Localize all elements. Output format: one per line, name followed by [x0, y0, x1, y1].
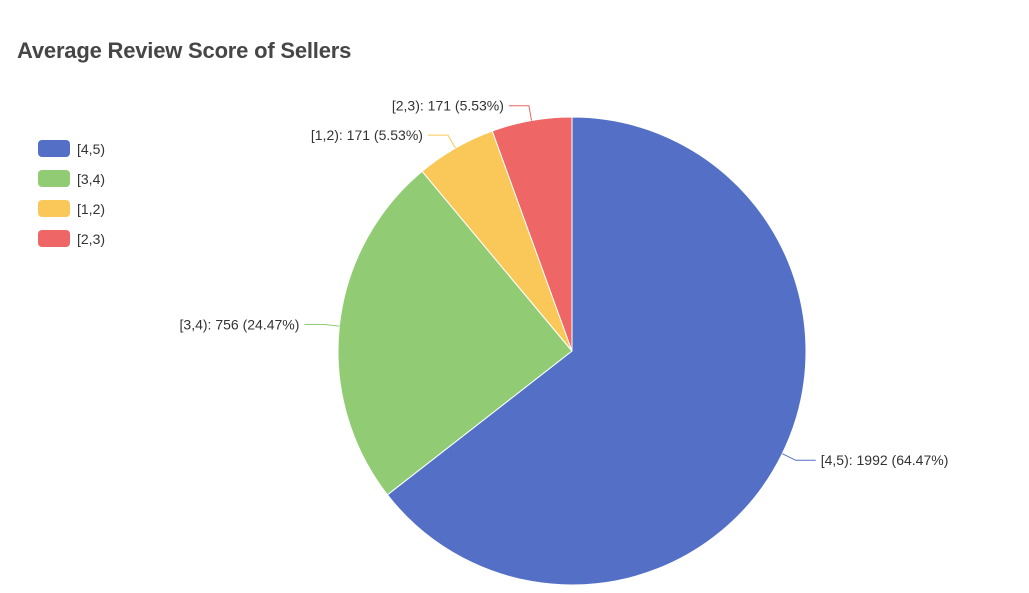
legend-swatch-3-4	[38, 170, 70, 187]
slice-labels: [4,5): 1992 (64.47%) [3,4): 756 (24.47%) […	[180, 98, 949, 469]
legend-item-3-4[interactable]: [3,4)	[38, 170, 105, 187]
legend-item-4-5[interactable]: [4,5)	[38, 140, 105, 157]
slice-label-2-3: [2,3): 171 (5.53%)	[392, 98, 504, 114]
legend-swatch-1-2	[38, 200, 70, 217]
label-lines	[304, 105, 816, 461]
legend-swatch-4-5	[38, 140, 70, 157]
legend-label-3-4: [3,4)	[77, 171, 105, 187]
slice-label-4-5: [4,5): 1992 (64.47%)	[821, 452, 949, 468]
chart-title: Average Review Score of Sellers	[17, 38, 352, 63]
legend-swatch-2-3	[38, 230, 70, 247]
label-line-2-3	[508, 105, 533, 121]
slice-label-1-2: [1,2): 171 (5.53%)	[311, 127, 423, 143]
label-line-1-2	[427, 134, 456, 149]
slice-label-3-4: [3,4): 756 (24.47%)	[180, 316, 300, 332]
pie-slices	[337, 116, 807, 586]
pie-slice-2-3[interactable]	[491, 116, 573, 352]
legend-item-2-3[interactable]: [2,3)	[38, 230, 105, 247]
legend-item-1-2[interactable]: [1,2)	[38, 200, 105, 217]
label-line-4-5	[782, 453, 816, 461]
pie-slice-4-5[interactable]	[386, 116, 807, 586]
pie-slice-3-4[interactable]	[337, 170, 573, 496]
legend-label-1-2: [1,2)	[77, 201, 105, 217]
legend-label-2-3: [2,3)	[77, 231, 105, 247]
label-line-3-4	[304, 323, 340, 327]
legend: [4,5) [3,4) [1,2) [2,3)	[38, 140, 105, 247]
legend-label-4-5: [4,5)	[77, 141, 105, 157]
